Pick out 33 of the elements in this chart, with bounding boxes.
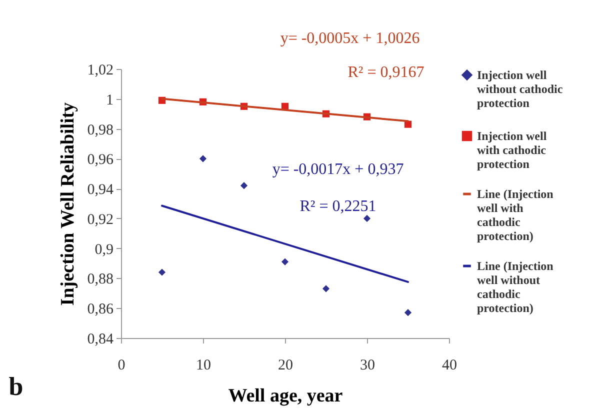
y-tick-label: 0,98 bbox=[87, 122, 114, 138]
x-tick-label: 40 bbox=[442, 358, 457, 374]
point bbox=[240, 182, 248, 190]
text: b bbox=[8, 372, 24, 401]
legend-label: Injection well with cathodic protection bbox=[477, 129, 548, 171]
annotation: R² = 0,9167 bbox=[348, 64, 424, 81]
y-tick-label: 0,96 bbox=[87, 152, 114, 168]
y-tick-label: 0,94 bbox=[87, 182, 114, 198]
point bbox=[322, 285, 330, 292]
y-tick-label: 0,88 bbox=[87, 272, 114, 288]
legend-label: Line (Injection well with cathodic protection) bbox=[477, 187, 554, 243]
y-tick-label: 0,86 bbox=[87, 302, 114, 318]
y-tick-label: 0,9 bbox=[94, 242, 114, 258]
x-tick-label: 20 bbox=[278, 358, 293, 374]
legend-label: Injection well without cathodic protection bbox=[477, 68, 564, 110]
x-tick-label: 30 bbox=[360, 358, 375, 374]
annotation: R² = 0,2251 bbox=[300, 198, 376, 215]
y-tick-label: 0,92 bbox=[87, 212, 114, 228]
y-tick-label: 1 bbox=[106, 92, 114, 108]
y-tick-label: 1,02 bbox=[87, 62, 114, 78]
point bbox=[281, 258, 289, 266]
point bbox=[404, 309, 412, 316]
point bbox=[363, 214, 371, 222]
point bbox=[199, 155, 207, 162]
x-tick-label: 10 bbox=[196, 358, 211, 374]
text: y= -0,0005x + 1,0026 bbox=[280, 30, 420, 47]
x-axis-title: Well age, year bbox=[228, 386, 344, 406]
legend-label: Line (Injection well without cathodic protection) bbox=[477, 259, 554, 315]
y-axis-title: Injection Well Reliability bbox=[57, 102, 78, 306]
annotation: y= -0,0017x + 0,937 bbox=[272, 161, 404, 178]
x-tick-label: 0 bbox=[118, 358, 126, 374]
y-tick-label: 0,84 bbox=[87, 332, 114, 348]
point bbox=[158, 268, 166, 276]
